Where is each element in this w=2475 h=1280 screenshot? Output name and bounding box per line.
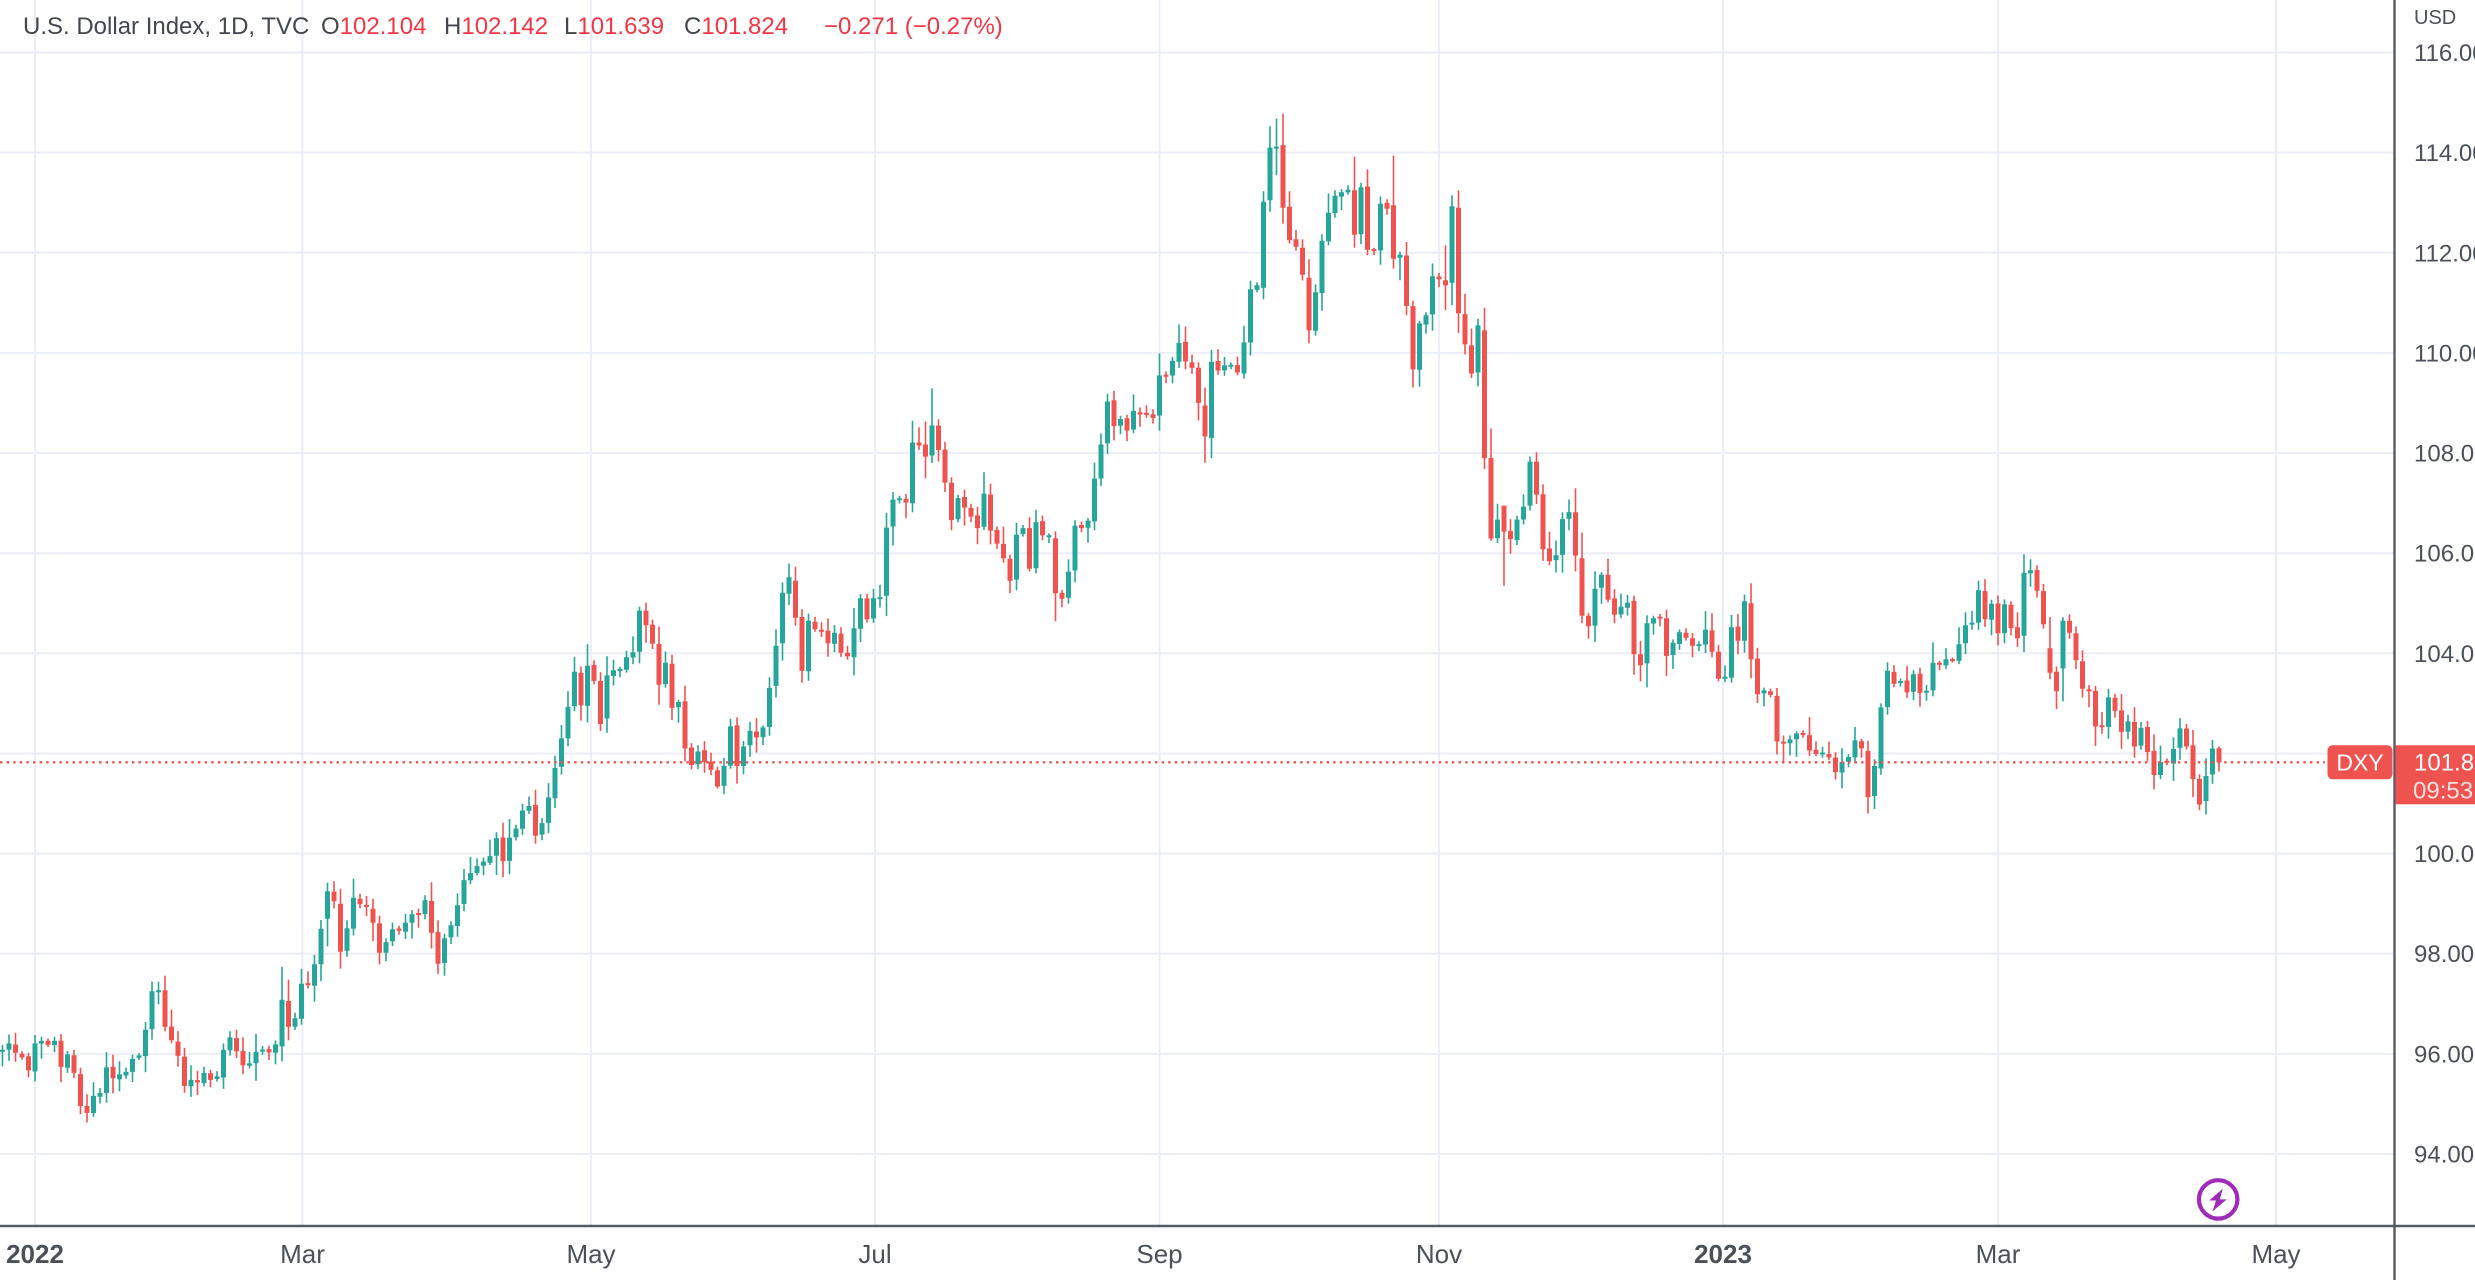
svg-text:May: May xyxy=(566,1239,615,1269)
svg-text:O102.104: O102.104 xyxy=(321,13,426,40)
svg-text:H102.142: H102.142 xyxy=(444,13,548,40)
svg-text:2022: 2022 xyxy=(6,1239,64,1269)
svg-text:94.00: 94.00 xyxy=(2414,1142,2474,1169)
svg-text:09:53:04: 09:53:04 xyxy=(2413,777,2475,804)
svg-text:2023: 2023 xyxy=(1694,1239,1752,1269)
svg-text:Nov: Nov xyxy=(1416,1239,1462,1269)
svg-text:100.00: 100.00 xyxy=(2414,841,2475,868)
svg-text:116.00: 116.00 xyxy=(2414,40,2475,67)
svg-text:112.00: 112.00 xyxy=(2414,240,2475,267)
svg-text:114.00: 114.00 xyxy=(2414,140,2475,167)
svg-text:Mar: Mar xyxy=(1976,1239,2021,1269)
svg-text:Sep: Sep xyxy=(1136,1239,1182,1269)
svg-text:Mar: Mar xyxy=(280,1239,325,1269)
svg-text:U.S. Dollar Index, 1D, TVC: U.S. Dollar Index, 1D, TVC xyxy=(23,13,309,40)
svg-text:110.00: 110.00 xyxy=(2414,340,2475,367)
svg-text:L101.639: L101.639 xyxy=(564,13,664,40)
svg-text:96.00: 96.00 xyxy=(2414,1041,2474,1068)
svg-text:108.00: 108.00 xyxy=(2414,441,2475,468)
svg-text:−0.271 (−0.27%): −0.271 (−0.27%) xyxy=(824,13,1003,40)
svg-text:106.00: 106.00 xyxy=(2414,541,2475,568)
svg-text:May: May xyxy=(2251,1239,2300,1269)
svg-text:Jul: Jul xyxy=(858,1239,891,1269)
svg-text:101.82: 101.82 xyxy=(2414,749,2475,776)
svg-text:DXY: DXY xyxy=(2336,749,2383,775)
svg-text:104.00: 104.00 xyxy=(2414,641,2475,668)
svg-text:USD: USD xyxy=(2414,7,2456,29)
svg-text:C101.824: C101.824 xyxy=(684,13,788,40)
svg-text:98.00: 98.00 xyxy=(2414,941,2474,968)
